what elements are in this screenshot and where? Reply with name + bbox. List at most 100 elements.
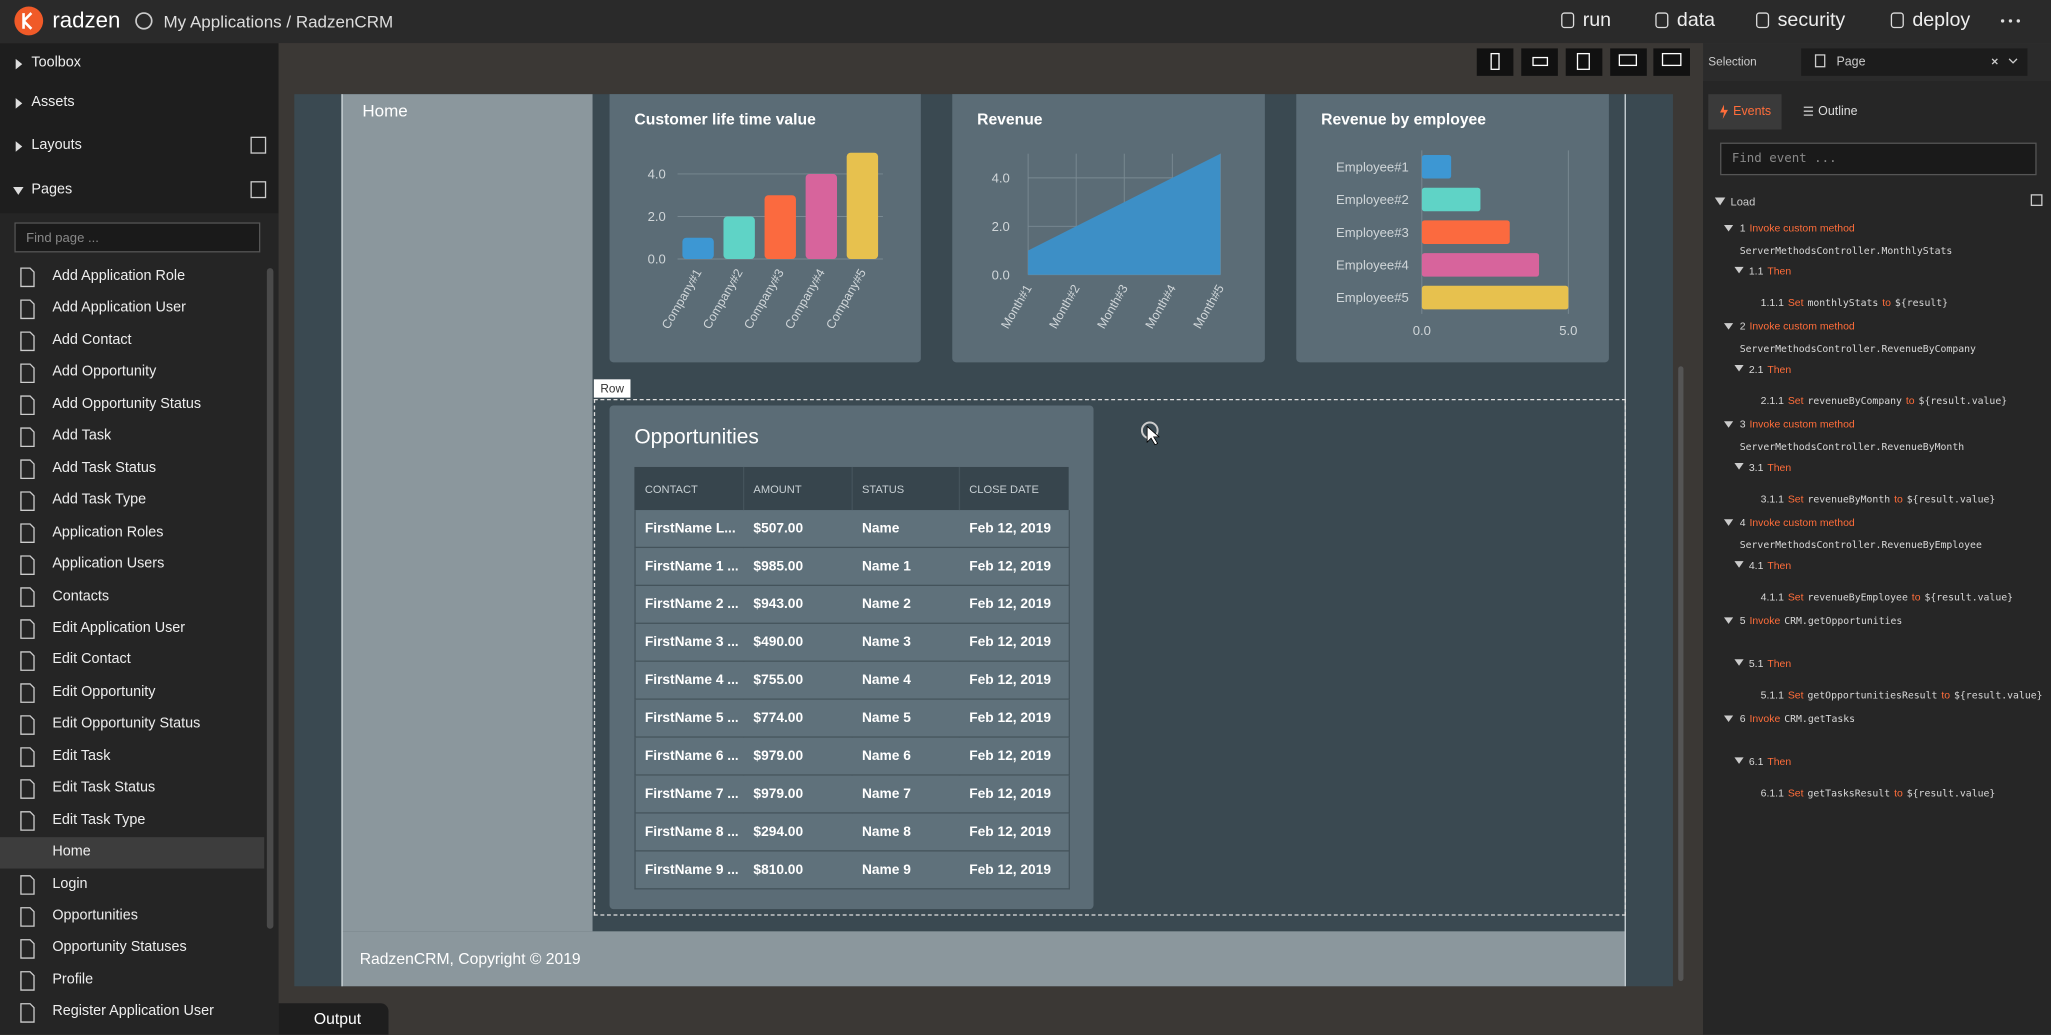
page-item[interactable]: Edit Opportunity [52, 683, 156, 700]
then-label: Then [1767, 559, 1792, 572]
page-item[interactable]: Edit Application User [52, 619, 186, 636]
step-line[interactable]: 5 Invoke CRM.getOpportunities [1740, 615, 1903, 627]
set-value: ${result} [1894, 296, 1949, 309]
then-line[interactable]: 5.1 Then [1749, 658, 1791, 670]
step-verb: Invoke custom method [1749, 418, 1855, 431]
step-method: ServerMethodsController.RevenueByEmploye… [1739, 538, 1982, 551]
step-method: CRM.getTasks [1784, 712, 1856, 725]
breadcrumb[interactable]: My Applications / RadzenCRM [163, 11, 394, 32]
table-cell: Name 1 [861, 558, 911, 575]
table-row [634, 699, 1070, 738]
top-action[interactable]: security [1777, 9, 1846, 32]
set-line[interactable]: 4.1.1 Set revenueByEmployee to ${result.valu… [1761, 587, 2042, 608]
then-line[interactable]: 3.1 Then [1749, 462, 1791, 474]
step-line[interactable]: 6 Invoke CRM.getTasks [1740, 713, 1855, 725]
table-cell: Name 9 [861, 861, 911, 878]
top-action[interactable]: deploy [1912, 9, 1971, 32]
column-header[interactable]: CONTACT [644, 482, 698, 496]
table-cell: FirstName 5 ... [644, 710, 738, 726]
table-cell: Name 4 [861, 672, 911, 689]
layout-sidebar [341, 94, 593, 932]
set-value: ${result.value} [1953, 689, 2043, 702]
output-label[interactable]: Output [313, 1009, 362, 1029]
table-cell: Name 2 [861, 596, 911, 613]
page-item[interactable]: Edit Task [52, 747, 111, 764]
page-item[interactable]: Add Contact [52, 332, 132, 348]
set-target: getOpportunitiesResult [1807, 689, 1938, 702]
step-line[interactable]: 4 Invoke custom method [1740, 517, 1859, 529]
sidebar-section[interactable]: Assets [31, 94, 75, 110]
frame-edge [341, 94, 343, 987]
page-item[interactable]: Edit Opportunity Status [52, 715, 201, 732]
canvas-scrollbar[interactable] [1678, 366, 1684, 982]
set-line[interactable]: 5.1.1 Set getOpportunitiesResult to ${result… [1761, 685, 2043, 706]
page-item[interactable]: Add Task Type [52, 492, 147, 508]
step-method: ServerMethodsController.RevenueByCompany [1739, 342, 1976, 355]
page-item[interactable]: Contacts [52, 587, 110, 604]
page-item[interactable]: Opportunity Statuses [52, 939, 187, 956]
then-line[interactable]: 1.1 Then [1749, 266, 1791, 278]
event-search[interactable]: Find event ... [1720, 142, 2037, 176]
table-cell: $490.00 [753, 634, 804, 651]
chart-card [609, 94, 921, 363]
table-cell: $943.00 [753, 596, 804, 613]
page-search[interactable]: Find page ... [14, 222, 261, 253]
column-header[interactable]: AMOUNT [753, 482, 802, 496]
page-item[interactable]: Home [52, 843, 91, 860]
page-item[interactable]: Add Task [52, 428, 112, 444]
then-id: 1.1 [1748, 265, 1764, 278]
then-line[interactable]: 4.1 Then [1749, 560, 1791, 572]
selected-row[interactable] [593, 398, 1626, 916]
page-item[interactable]: Opportunities [52, 907, 138, 924]
selection-label: Selection [1708, 54, 1757, 69]
page-item[interactable]: Add Application User [52, 300, 186, 316]
column-header[interactable]: CLOSE DATE [969, 482, 1039, 496]
tab[interactable]: Outline [1818, 104, 1858, 120]
page-item[interactable]: Register Application User [52, 1003, 214, 1020]
step-id: 3 [1739, 418, 1746, 431]
page-item[interactable]: Add Application Role [52, 268, 186, 284]
then-line[interactable]: 6.1 Then [1749, 756, 1791, 768]
page-item[interactable]: Add Task Status [52, 460, 157, 476]
output-tab[interactable] [278, 1003, 389, 1035]
sidebar-section[interactable]: Toolbox [31, 54, 81, 71]
set-line[interactable]: 3.1.1 Set revenueByMonth to ${result.value} [1761, 489, 2042, 510]
page-item[interactable]: Edit Contact [52, 651, 131, 668]
sidebar-scrollbar[interactable] [266, 268, 274, 929]
sidebar-section[interactable]: Layouts [31, 137, 82, 154]
top-action[interactable]: data [1676, 9, 1716, 32]
page-item[interactable]: Application Users [52, 555, 165, 572]
page-item[interactable]: Add Opportunity [52, 364, 157, 380]
table-title: Opportunities [634, 426, 759, 449]
page-item[interactable]: Edit Task Type [52, 811, 146, 828]
brand[interactable]: radzen [52, 7, 121, 33]
table-cell: FirstName 8 ... [644, 824, 738, 840]
step-line[interactable]: 2 Invoke custom method [1740, 320, 1859, 332]
set-line[interactable]: 6.1.1 Set getTasksResult to ${result.value} [1761, 784, 2042, 805]
page-item[interactable]: Profile [52, 971, 94, 988]
events-panel [1703, 81, 2051, 1035]
step-line[interactable]: 3 Invoke custom method [1740, 419, 1859, 431]
table-cell: Name 7 [861, 786, 911, 802]
then-line[interactable]: 2.1 Then [1749, 364, 1791, 376]
sidebar-section[interactable]: Pages [31, 181, 73, 198]
selection-value[interactable]: Page [1836, 54, 1866, 70]
set-line[interactable]: 2.1.1 Set revenueByCompany to ${result.value… [1761, 391, 2042, 412]
page-item[interactable]: Add Opportunity Status [52, 396, 202, 412]
page-item[interactable]: Edit Task Status [52, 779, 156, 796]
pages-panel [0, 213, 279, 1035]
step-line[interactable]: 1 Invoke custom method [1740, 222, 1859, 234]
set-line[interactable]: 1.1.1 Set monthlyStats to ${result} [1761, 293, 2042, 314]
tab[interactable]: Events [1733, 104, 1772, 120]
nav-item[interactable]: Home [362, 100, 408, 121]
column-header[interactable]: STATUS [861, 482, 905, 496]
top-action[interactable]: run [1582, 9, 1612, 32]
table-cell: Name 3 [861, 634, 911, 651]
event-name[interactable]: Load [1730, 194, 1756, 208]
table-row [634, 775, 1070, 814]
page-item[interactable]: Application Roles [52, 523, 164, 540]
table-cell: Feb 12, 2019 [969, 824, 1051, 840]
row-label[interactable]: Row [593, 379, 631, 398]
page-item[interactable]: Login [52, 875, 88, 892]
selection-dropdown[interactable] [1801, 48, 2028, 76]
